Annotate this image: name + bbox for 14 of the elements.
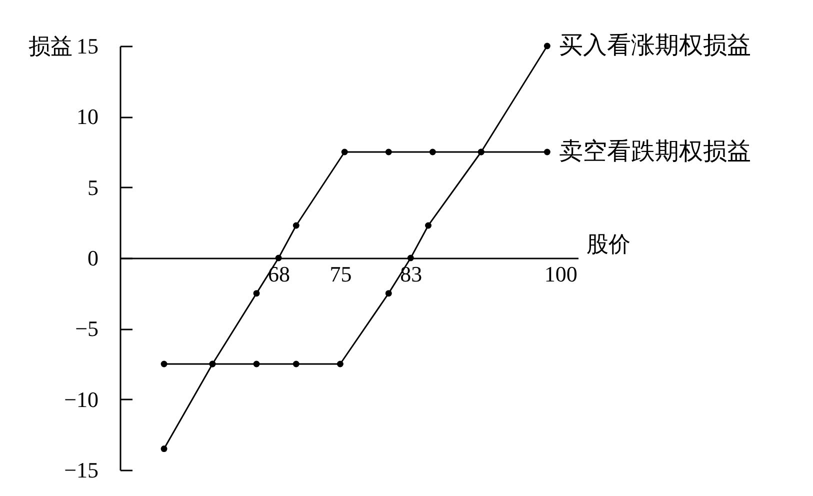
y-tick-label: 5 bbox=[88, 174, 98, 200]
series-label: 卖空看跌期权损益 bbox=[559, 137, 752, 165]
y-axis-title: 损益 bbox=[28, 34, 72, 60]
x-tick-label: 100 bbox=[544, 262, 578, 286]
y-tick-label: −5 bbox=[75, 316, 98, 342]
x-axis-title: 股价 bbox=[586, 232, 630, 258]
y-tick-label: 15 bbox=[76, 34, 98, 58]
x-tick-label: 83 bbox=[400, 262, 422, 286]
y-tick-label: 10 bbox=[76, 104, 98, 130]
series-label: 买入看涨期权损益 bbox=[559, 31, 752, 59]
y-tick-label: 0 bbox=[88, 246, 98, 270]
x-tick-label: 75 bbox=[330, 262, 352, 286]
y-tick-label: −10 bbox=[64, 386, 98, 412]
y-tick-label: −15 bbox=[64, 458, 98, 482]
